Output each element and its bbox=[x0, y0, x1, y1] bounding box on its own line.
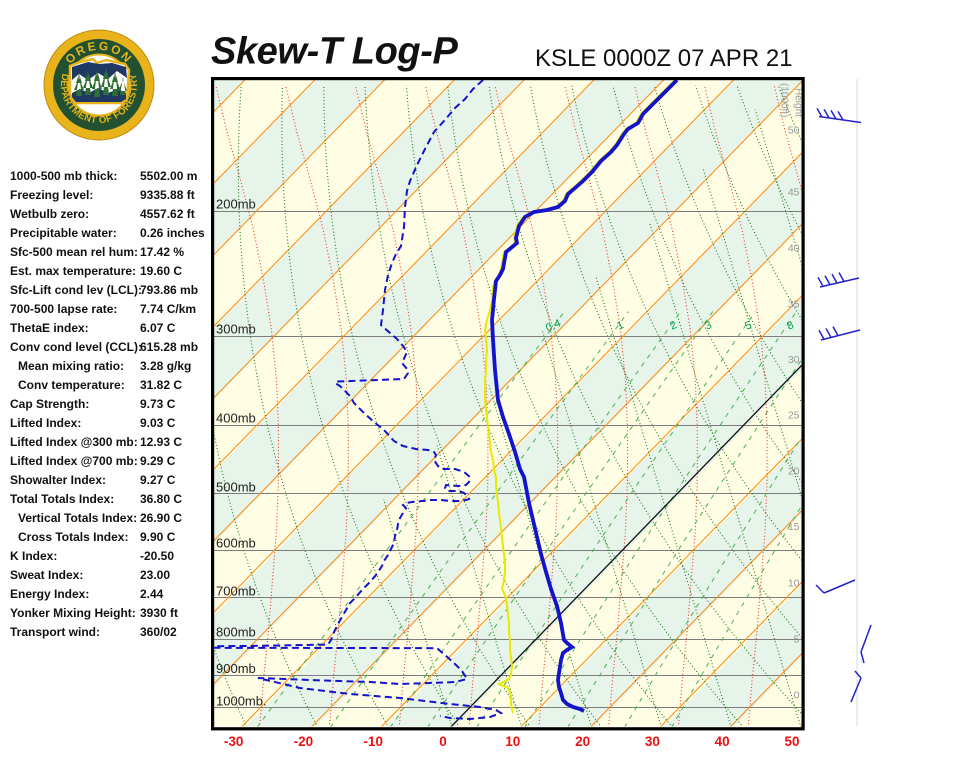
svg-text:45: 45 bbox=[788, 187, 800, 199]
svg-text:Freezing level:: Freezing level: bbox=[10, 188, 93, 202]
svg-text:40: 40 bbox=[715, 734, 730, 749]
svg-text:0.26 inches: 0.26 inches bbox=[140, 226, 205, 240]
svg-text:1000mb.: 1000mb. bbox=[216, 694, 267, 709]
svg-text:Transport wind:: Transport wind: bbox=[10, 625, 100, 639]
svg-text:K Index:: K Index: bbox=[10, 549, 57, 563]
svg-text:2: 2 bbox=[668, 319, 678, 332]
svg-text:Est. max temperature:: Est. max temperature: bbox=[10, 264, 136, 278]
svg-text:700mb: 700mb bbox=[216, 583, 256, 598]
svg-text:ThetaE index:: ThetaE index: bbox=[10, 321, 89, 335]
svg-text:-30: -30 bbox=[224, 734, 244, 749]
svg-text:12.93 C: 12.93 C bbox=[140, 435, 182, 449]
svg-text:31.82 C: 31.82 C bbox=[140, 378, 182, 392]
svg-text:0.4: 0.4 bbox=[544, 317, 563, 334]
svg-text:Lifted Index:: Lifted Index: bbox=[10, 416, 81, 430]
svg-text:Sweat Index:: Sweat Index: bbox=[10, 568, 83, 582]
svg-text:23.00: 23.00 bbox=[140, 568, 170, 582]
svg-text:9.73 C: 9.73 C bbox=[140, 397, 176, 411]
svg-text:Energy Index:: Energy Index: bbox=[10, 587, 89, 601]
svg-text:3930 ft: 3930 ft bbox=[140, 606, 178, 620]
svg-text:40: 40 bbox=[788, 243, 800, 255]
svg-text:Skew-T Log-P: Skew-T Log-P bbox=[211, 31, 458, 73]
svg-text:-10: -10 bbox=[363, 734, 383, 749]
svg-text:17.42 %: 17.42 % bbox=[140, 245, 184, 259]
svg-text:Conv cond level (CCL):: Conv cond level (CCL): bbox=[10, 340, 142, 354]
svg-text:Total Totals Index:: Total Totals Index: bbox=[10, 492, 114, 506]
svg-text:8: 8 bbox=[785, 319, 795, 332]
svg-text:Cap Strength:: Cap Strength: bbox=[10, 397, 89, 411]
svg-text:20: 20 bbox=[788, 466, 800, 478]
svg-text:50: 50 bbox=[788, 125, 800, 137]
svg-text:Showalter Index:: Showalter Index: bbox=[10, 473, 106, 487]
svg-text:10: 10 bbox=[505, 734, 520, 749]
svg-text:Sfc-Lift cond lev (LCL):: Sfc-Lift cond lev (LCL): bbox=[10, 283, 142, 297]
svg-text:9.03 C: 9.03 C bbox=[140, 416, 176, 430]
svg-text:Mean mixing ratio:: Mean mixing ratio: bbox=[18, 359, 124, 373]
svg-text:0: 0 bbox=[794, 690, 800, 702]
svg-text:15: 15 bbox=[788, 521, 800, 533]
svg-text:25: 25 bbox=[788, 410, 800, 422]
svg-text:Height: Height bbox=[793, 88, 804, 117]
svg-text:50: 50 bbox=[784, 734, 799, 749]
svg-text:1000-500 mb thick:: 1000-500 mb thick: bbox=[10, 169, 117, 183]
svg-text:600mb: 600mb bbox=[216, 536, 256, 551]
svg-text:Precipitable water:: Precipitable water: bbox=[10, 226, 117, 240]
svg-text:5: 5 bbox=[743, 319, 753, 332]
svg-text:-20.50: -20.50 bbox=[140, 549, 174, 563]
svg-text:-20: -20 bbox=[294, 734, 314, 749]
svg-text:Wetbulb zero:: Wetbulb zero: bbox=[10, 207, 89, 221]
svg-text:30: 30 bbox=[645, 734, 660, 749]
svg-text:36.80 C: 36.80 C bbox=[140, 492, 182, 506]
svg-text:Lifted Index @700 mb:: Lifted Index @700 mb: bbox=[10, 454, 138, 468]
svg-text:10: 10 bbox=[788, 578, 800, 590]
svg-text:30: 30 bbox=[788, 354, 800, 366]
svg-text:800mb: 800mb bbox=[216, 625, 256, 640]
svg-text:5: 5 bbox=[794, 634, 800, 646]
svg-text:3.28 g/kg: 3.28 g/kg bbox=[140, 359, 191, 373]
svg-text:5502.00 m: 5502.00 m bbox=[140, 169, 197, 183]
svg-text:500mb: 500mb bbox=[216, 479, 256, 494]
svg-text:1: 1 bbox=[615, 319, 625, 332]
svg-text:6.07 C: 6.07 C bbox=[140, 321, 176, 335]
svg-text:615.28 mb: 615.28 mb bbox=[140, 340, 198, 354]
svg-text:793.86 mb: 793.86 mb bbox=[140, 283, 198, 297]
svg-text:19.60 C: 19.60 C bbox=[140, 264, 182, 278]
svg-text:9.90 C: 9.90 C bbox=[140, 530, 176, 544]
svg-text:Conv temperature:: Conv temperature: bbox=[18, 378, 125, 392]
svg-text:35: 35 bbox=[788, 299, 800, 311]
svg-text:3: 3 bbox=[703, 319, 713, 332]
svg-text:400mb: 400mb bbox=[216, 411, 256, 426]
svg-text:900mb: 900mb bbox=[216, 661, 256, 676]
svg-text:Sfc-500 mean rel hum:: Sfc-500 mean rel hum: bbox=[10, 245, 138, 259]
svg-text:Cross Totals Index:: Cross Totals Index: bbox=[18, 530, 128, 544]
svg-text:Yonker Mixing Height:: Yonker Mixing Height: bbox=[10, 606, 136, 620]
svg-text:200mb: 200mb bbox=[216, 197, 256, 212]
svg-text:9335.88 ft: 9335.88 ft bbox=[140, 188, 195, 202]
svg-text:9.27 C: 9.27 C bbox=[140, 473, 176, 487]
svg-text:(1000ft): (1000ft) bbox=[779, 83, 790, 117]
svg-text:20: 20 bbox=[575, 734, 590, 749]
svg-text:KSLE 0000Z 07 APR 21: KSLE 0000Z 07 APR 21 bbox=[535, 45, 793, 72]
svg-text:7.74 C/km: 7.74 C/km bbox=[140, 302, 196, 316]
svg-text:2.44: 2.44 bbox=[140, 587, 164, 601]
svg-text:700-500 lapse rate:: 700-500 lapse rate: bbox=[10, 302, 117, 316]
svg-text:4557.62 ft: 4557.62 ft bbox=[140, 207, 195, 221]
svg-text:360/02: 360/02 bbox=[140, 625, 177, 639]
svg-text:0: 0 bbox=[439, 734, 447, 749]
svg-text:9.29 C: 9.29 C bbox=[140, 454, 176, 468]
svg-text:26.90 C: 26.90 C bbox=[140, 511, 182, 525]
svg-text:300mb: 300mb bbox=[216, 322, 256, 337]
svg-text:Vertical Totals Index:: Vertical Totals Index: bbox=[18, 511, 137, 525]
svg-text:Lifted Index @300 mb:: Lifted Index @300 mb: bbox=[10, 435, 138, 449]
